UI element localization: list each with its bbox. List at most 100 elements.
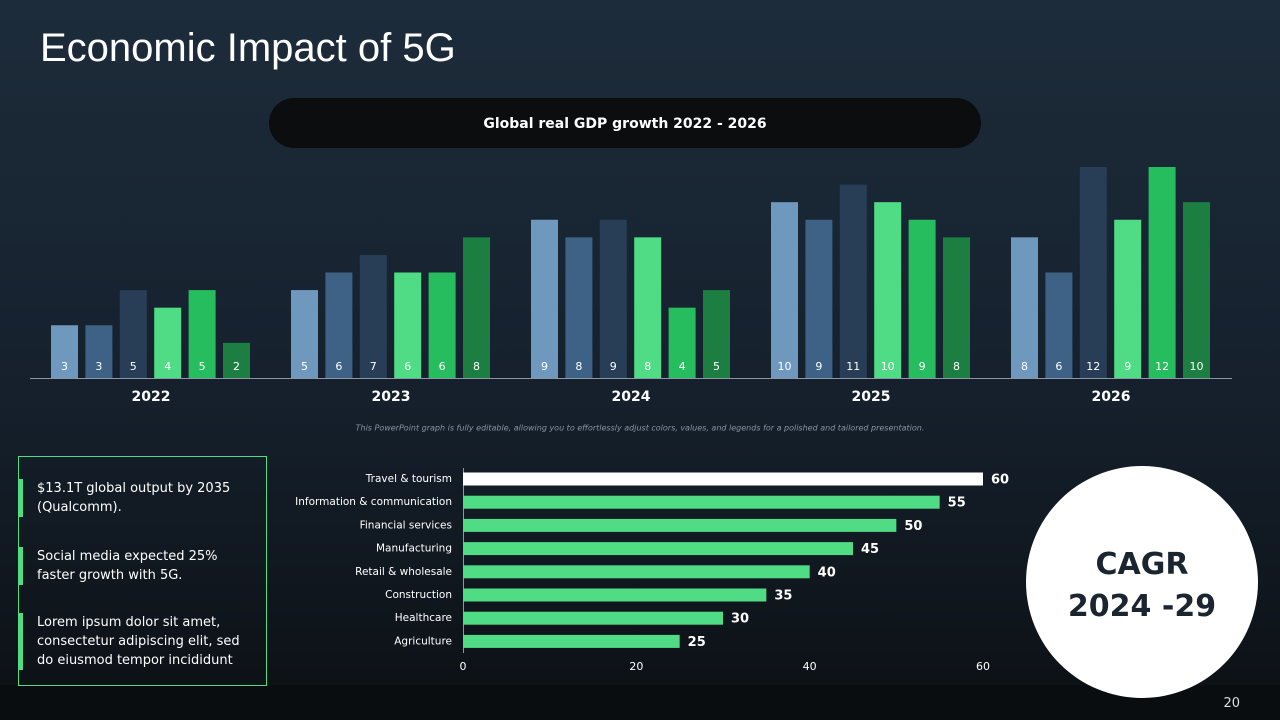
data-label: 12	[1155, 360, 1169, 373]
data-label: 60	[991, 473, 1009, 488]
bar	[874, 202, 902, 378]
data-label: 25	[688, 635, 706, 650]
data-label: 9	[541, 360, 548, 373]
bar	[325, 272, 353, 378]
cagr-period: 2024 -29	[1067, 589, 1217, 624]
bar	[119, 290, 147, 378]
bar	[634, 237, 662, 378]
data-label: 5	[301, 360, 308, 373]
x-tick-label: 40	[803, 660, 817, 673]
bar	[599, 219, 627, 378]
charts: Global real GDP growth 2022 - 2026 This …	[30, 98, 1232, 673]
data-label: 3	[95, 360, 102, 373]
x-tick-label: 2023	[372, 389, 411, 405]
data-label: 5	[130, 360, 137, 373]
note: Social media expected 25% faster growth …	[19, 547, 247, 585]
y-tick-label: Manufacturing	[376, 543, 452, 555]
bar	[565, 237, 593, 378]
data-label: 55	[948, 496, 966, 511]
note: $13.1T global output by 2035 (Qualcomm).	[19, 479, 247, 517]
data-label: 9	[610, 360, 617, 373]
y-tick-label: Travel & tourism	[365, 473, 452, 485]
y-tick-label: Agriculture	[394, 635, 452, 647]
bar	[943, 237, 970, 378]
bar	[1045, 272, 1073, 378]
bar	[51, 325, 78, 378]
bar	[428, 272, 456, 378]
x-tick-label: 2025	[852, 389, 891, 405]
bar	[463, 588, 767, 602]
bar	[223, 342, 250, 378]
bar	[463, 611, 723, 625]
bar	[463, 518, 897, 532]
cagr-label: CAGR	[1095, 547, 1189, 582]
title-pill	[269, 98, 981, 148]
data-label: 6	[404, 360, 411, 373]
data-label: 4	[164, 360, 171, 373]
data-label: 10	[1190, 360, 1204, 373]
bar	[463, 495, 940, 509]
slide-title: Economic Impact of 5G	[40, 26, 456, 70]
data-label: 12	[1086, 360, 1100, 373]
page-number: 20	[1223, 696, 1240, 711]
bar	[908, 219, 936, 378]
bar	[463, 565, 810, 579]
data-label: 9	[1124, 360, 1131, 373]
bar	[394, 272, 422, 378]
data-label: 10	[881, 360, 895, 373]
data-label: 8	[575, 360, 582, 373]
y-tick-label: Information & communication	[295, 496, 452, 508]
y-tick-label: Retail & wholesale	[355, 566, 452, 578]
data-label: 6	[335, 360, 342, 373]
data-label: 50	[904, 519, 922, 534]
bar	[839, 184, 867, 378]
bar	[463, 634, 680, 648]
data-label: 9	[815, 360, 822, 373]
data-label: 40	[818, 565, 836, 580]
bar	[291, 290, 318, 378]
data-label: 4	[679, 360, 686, 373]
y-tick-label: Financial services	[360, 519, 452, 531]
data-label: 10	[778, 360, 792, 373]
data-label: 2	[233, 360, 240, 373]
notes-box: $13.1T global output by 2035 (Qualcomm).…	[18, 456, 267, 686]
x-tick-label: 20	[629, 660, 643, 673]
x-tick-label: 60	[976, 660, 990, 673]
note: Lorem ipsum dolor sit amet, consectetur …	[19, 613, 247, 670]
data-label: 8	[473, 360, 480, 373]
chart-note: This PowerPoint graph is fully editable,…	[356, 424, 925, 433]
bar	[531, 219, 558, 378]
bar	[1148, 167, 1176, 378]
data-label: 30	[731, 612, 749, 627]
cagr-badge: CAGR 2024 -29	[1026, 466, 1258, 698]
bar	[1183, 202, 1210, 378]
data-label: 9	[919, 360, 926, 373]
footer-band	[0, 685, 1280, 720]
data-label: 11	[846, 360, 860, 373]
bar	[359, 254, 387, 378]
bar	[463, 237, 490, 378]
bar	[703, 290, 730, 378]
bar	[154, 307, 182, 378]
data-label: 5	[199, 360, 206, 373]
bar	[85, 325, 113, 378]
data-label: 8	[953, 360, 960, 373]
data-label: 45	[861, 542, 879, 557]
data-label: 6	[1055, 360, 1062, 373]
bar	[1114, 219, 1142, 378]
bar	[188, 290, 216, 378]
data-label: 7	[370, 360, 377, 373]
bar	[771, 202, 798, 378]
data-label: 35	[774, 589, 792, 604]
bar	[805, 219, 833, 378]
data-label: 3	[61, 360, 68, 373]
data-label: 8	[1021, 360, 1028, 373]
bar	[1011, 237, 1038, 378]
bar	[463, 472, 983, 486]
x-tick-label: 2024	[612, 389, 651, 405]
x-tick-label: 2022	[132, 389, 171, 405]
bar	[463, 542, 853, 556]
y-tick-label: Construction	[385, 589, 452, 601]
chart-title: Global real GDP growth 2022 - 2026	[483, 116, 766, 132]
